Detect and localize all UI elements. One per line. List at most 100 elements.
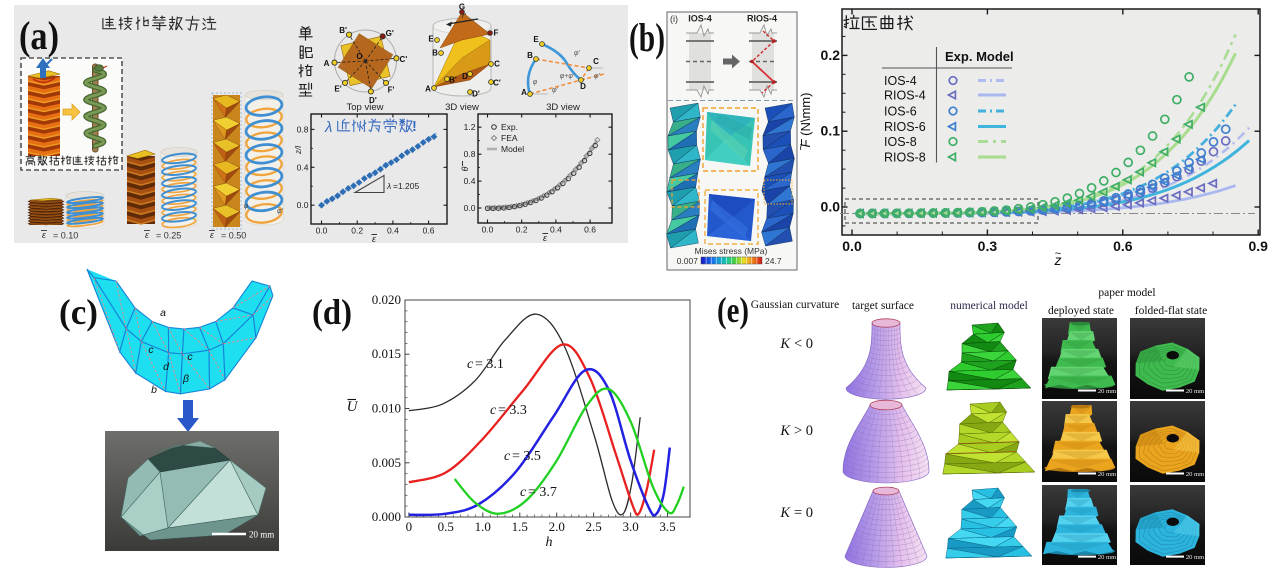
svg-text:ε: ε <box>372 234 377 244</box>
svg-text:r': r' <box>462 11 466 20</box>
svg-text:A: A <box>425 85 431 94</box>
svg-text:β: β <box>182 373 189 385</box>
svg-text:(i): (i) <box>670 14 678 24</box>
svg-text:D': D' <box>369 96 377 105</box>
svg-text:Top view: Top view <box>347 102 384 113</box>
svg-text:0.005: 0.005 <box>372 455 401 470</box>
svg-text:3.0: 3.0 <box>622 519 638 534</box>
svg-text:O: O <box>356 52 362 61</box>
svg-text:0.015: 0.015 <box>372 346 401 361</box>
svg-text:b: b <box>151 384 157 396</box>
svg-text:ε: ε <box>543 233 548 243</box>
svg-text:=1.205: =1.205 <box>393 181 420 191</box>
svg-text:E': E' <box>334 84 341 93</box>
svg-text:a: a <box>160 307 166 319</box>
svg-text:0.9: 0.9 <box>1248 238 1268 254</box>
svg-text:G': G' <box>386 29 394 38</box>
svg-text:= 0.50: = 0.50 <box>221 231 246 241</box>
svg-text:target surface: target surface <box>852 300 914 312</box>
svg-text:RIOS-4: RIOS-4 <box>884 89 926 103</box>
svg-text:Exp. Model: Exp. Model <box>945 49 1014 64</box>
svg-text:2.5: 2.5 <box>585 519 601 534</box>
svg-text:3D view: 3D view <box>546 102 580 113</box>
svg-text:3D view: 3D view <box>445 102 479 113</box>
svg-text:φ+φ': φ+φ' <box>560 73 575 80</box>
svg-text:z/l: z/l <box>294 146 303 155</box>
svg-text:= 3.1: = 3.1 <box>475 357 504 372</box>
svg-text:C': C' <box>400 55 408 64</box>
svg-text:0.6: 0.6 <box>423 226 435 236</box>
svg-text:A: A <box>324 59 330 68</box>
svg-text:< 0: < 0 <box>794 336 813 352</box>
svg-text:ε: ε <box>210 230 215 240</box>
svg-text:20 mm: 20 mm <box>249 530 274 540</box>
svg-text:K: K <box>779 336 791 352</box>
svg-text:numerical model: numerical model <box>950 300 1028 312</box>
svg-text:IOS-4: IOS-4 <box>884 74 917 88</box>
svg-text:0.5: 0.5 <box>438 519 454 534</box>
svg-text:RIOS-8: RIOS-8 <box>884 151 926 165</box>
svg-text:1.0: 1.0 <box>475 519 491 534</box>
svg-text:λ: λ <box>324 119 332 136</box>
svg-text:~: ~ <box>1055 248 1061 260</box>
svg-text:0.1: 0.1 <box>821 123 841 139</box>
svg-text:24.7: 24.7 <box>765 256 782 266</box>
svg-text:0.4: 0.4 <box>550 225 562 235</box>
svg-text:E: E <box>533 35 539 44</box>
svg-text:> 0: > 0 <box>794 423 813 439</box>
svg-text:20 mm: 20 mm <box>1186 554 1204 561</box>
svg-text:0.2: 0.2 <box>821 47 841 63</box>
svg-text:0.2: 0.2 <box>516 225 528 235</box>
svg-text:0: 0 <box>406 519 413 534</box>
svg-text:E: E <box>428 35 434 44</box>
svg-text:~: ~ <box>794 143 808 150</box>
svg-text:RIOS-4: RIOS-4 <box>747 14 777 24</box>
svg-text:0.0: 0.0 <box>464 203 476 213</box>
svg-text:d: d <box>163 361 170 373</box>
svg-text:U: U <box>347 399 359 415</box>
svg-text:= 3.3: = 3.3 <box>498 403 527 418</box>
svg-text:0.4: 0.4 <box>297 162 309 172</box>
svg-text:0.3: 0.3 <box>978 238 998 254</box>
svg-text:(e): (e) <box>717 290 749 330</box>
svg-text:c: c <box>504 449 511 464</box>
svg-text:IOS-8: IOS-8 <box>884 135 917 149</box>
svg-text:3.5: 3.5 <box>659 519 675 534</box>
svg-text:F': F' <box>388 85 395 94</box>
svg-text:folded-flat state: folded-flat state <box>1135 305 1207 317</box>
svg-text:c: c <box>467 357 474 372</box>
svg-text:c: c <box>520 485 527 500</box>
svg-text:C': C' <box>493 79 501 88</box>
svg-text:Mises stress (MPa): Mises stress (MPa) <box>695 246 768 256</box>
svg-text:IOS-6: IOS-6 <box>884 105 917 119</box>
svg-text:= 3.5: = 3.5 <box>512 449 541 464</box>
svg-text:FEA: FEA <box>501 133 518 143</box>
svg-text:0.4: 0.4 <box>464 176 476 186</box>
svg-text:20 mm: 20 mm <box>1098 471 1116 478</box>
svg-text:φ': φ' <box>277 208 284 215</box>
svg-text:0.0: 0.0 <box>821 199 841 215</box>
svg-text:φ': φ' <box>594 73 601 80</box>
svg-text:!: ! <box>412 119 417 135</box>
svg-text:paper model: paper model <box>1098 287 1155 299</box>
svg-text:0.0: 0.0 <box>842 238 862 254</box>
svg-text:0.2: 0.2 <box>351 226 363 236</box>
svg-text:D: D <box>462 72 468 81</box>
svg-text:G: G <box>459 3 465 12</box>
svg-text:c: c <box>187 351 193 363</box>
svg-text:D': D' <box>472 90 480 99</box>
svg-text:0.4: 0.4 <box>387 226 399 236</box>
svg-text:C: C <box>494 60 500 69</box>
svg-text:0.020: 0.020 <box>372 292 401 307</box>
svg-text:C: C <box>593 57 599 66</box>
svg-text:φ: φ <box>244 203 249 210</box>
svg-text:Exp.: Exp. <box>501 122 518 132</box>
svg-text:= 0.10: = 0.10 <box>53 231 78 241</box>
svg-text:(c): (c) <box>59 292 98 332</box>
svg-text:φ: φ <box>533 79 538 86</box>
svg-text:ε: ε <box>42 230 47 240</box>
svg-text:20 mm: 20 mm <box>1186 471 1204 478</box>
svg-text:0.8: 0.8 <box>464 149 476 159</box>
svg-text:λ: λ <box>386 181 391 191</box>
svg-text:0.6: 0.6 <box>584 225 596 235</box>
